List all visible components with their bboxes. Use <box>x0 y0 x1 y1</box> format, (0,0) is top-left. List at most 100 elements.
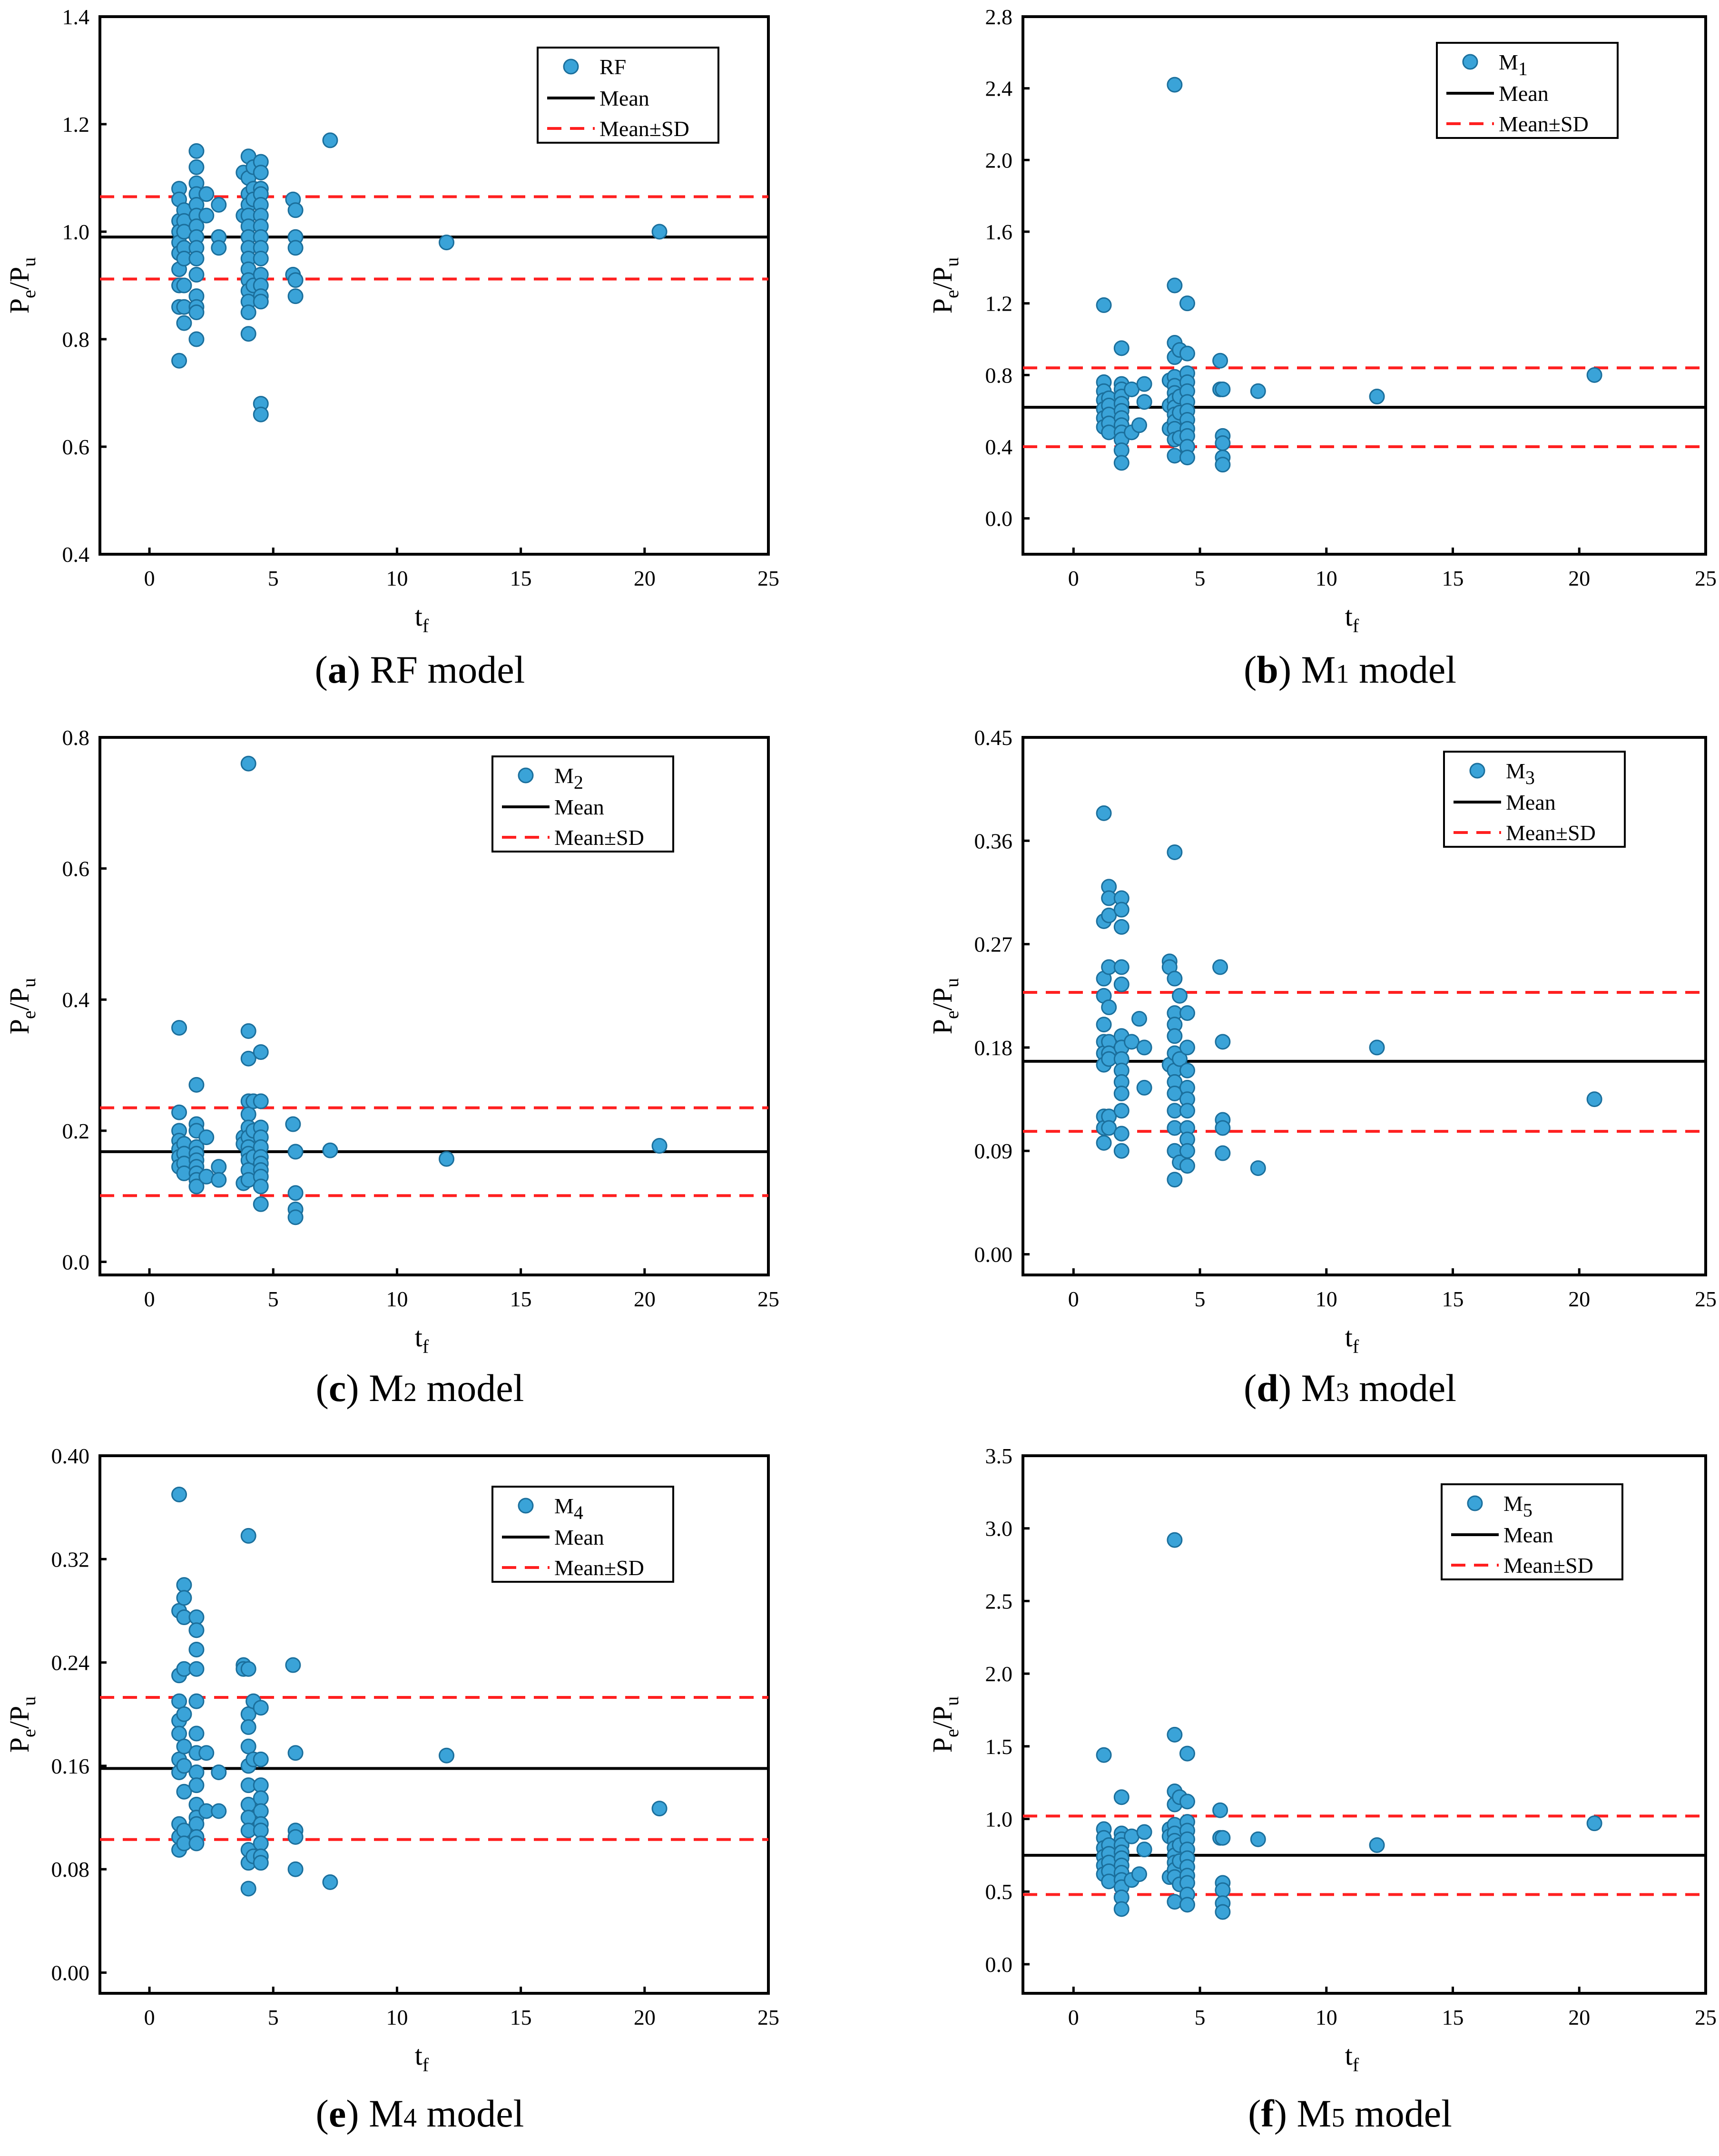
data-point <box>198 186 215 202</box>
data-point <box>1167 77 1183 93</box>
x-tick-label: 10 <box>1316 1287 1337 1311</box>
data-point <box>1136 1824 1152 1840</box>
data-point <box>1215 457 1231 473</box>
data-point <box>253 251 269 266</box>
legend-series-label: M2 <box>554 764 583 793</box>
legend-series-sub: 3 <box>1525 767 1535 788</box>
y-tick-label: 0.00 <box>974 1243 1013 1267</box>
x-tick-label: 10 <box>1316 2005 1337 2029</box>
legend-series-main: M <box>554 1494 574 1518</box>
data-point <box>253 1777 269 1793</box>
y-axis-label: Pe/Pu <box>927 257 963 314</box>
data-point <box>1179 1103 1195 1119</box>
data-point <box>1136 1039 1152 1056</box>
legend-series-label: M1 <box>1499 50 1528 79</box>
data-point <box>1113 919 1130 935</box>
y-tick-label: 0.4 <box>62 542 90 567</box>
chart-panel-b: 0 5 10 15 20 25 0.0 0.4 0.8 1.2 1.6 2.0 2.4 2.8 Pe/Pu t… <box>927 5 1717 691</box>
data-point <box>1586 367 1602 383</box>
y-tick-label: 0.45 <box>974 725 1013 750</box>
legend-mean-label: Mean <box>599 86 649 110</box>
legend-mean-label: Mean <box>1503 1523 1553 1547</box>
y-label-sep: /P <box>4 267 35 290</box>
data-point <box>188 1725 205 1742</box>
data-point <box>176 1758 192 1774</box>
caption-sub: 2 <box>403 1378 417 1407</box>
data-point <box>1167 844 1183 860</box>
data-point <box>1136 376 1152 392</box>
y-label-sep: /P <box>927 1706 958 1729</box>
x-tick-label: 5 <box>268 1287 279 1311</box>
data-point <box>176 1784 192 1800</box>
y-tick-label: 0.8 <box>62 327 90 352</box>
data-point <box>1215 1034 1231 1050</box>
x-tick-label: 20 <box>1568 2005 1590 2029</box>
data-point <box>322 1874 338 1890</box>
y-tick-label: 0.4 <box>985 435 1013 459</box>
y-tick-label: 3.5 <box>985 1444 1013 1468</box>
data-point <box>253 1751 269 1767</box>
data-point <box>1215 1145 1231 1161</box>
data-point <box>287 1144 304 1160</box>
x-tick-label: 25 <box>1695 566 1717 590</box>
legend-mean-label: Mean <box>554 1525 604 1549</box>
caption-main: M <box>369 1366 403 1410</box>
legend-series-sub: 4 <box>574 1502 583 1523</box>
data-point <box>1167 1172 1183 1188</box>
x-axis-label: tf <box>1345 1322 1359 1357</box>
data-point <box>240 1106 256 1122</box>
data-point <box>1215 1830 1231 1846</box>
y-label-main: P <box>4 298 35 314</box>
data-point <box>1172 988 1188 1004</box>
data-point <box>1167 970 1183 987</box>
data-point <box>287 1861 304 1877</box>
y-tick-label: 2.5 <box>985 1589 1013 1613</box>
chart-panel-c: 0 5 10 15 20 250.00.20.40.60.8Pe/PutfM2MeanMe… <box>4 725 779 1410</box>
legend-series-main: M <box>1499 50 1518 74</box>
caption-paren: ( <box>1248 2092 1261 2135</box>
data-point <box>253 1093 269 1109</box>
data-point <box>171 1693 187 1709</box>
y-label-sub: e <box>941 290 963 298</box>
data-point <box>171 353 187 369</box>
y-label-sub: u <box>941 1696 963 1706</box>
data-point <box>188 1077 205 1093</box>
data-point <box>188 1641 205 1657</box>
x-label-main: t <box>1345 2040 1353 2071</box>
y-label-sep: /P <box>927 267 958 290</box>
x-tick-label: 10 <box>386 566 408 590</box>
caption-sub: 4 <box>403 2103 417 2133</box>
plot-frame <box>1022 736 1707 1276</box>
y-label-main: P <box>4 1737 35 1753</box>
data-point <box>188 159 205 175</box>
data-point <box>211 1764 227 1781</box>
x-label-sub: f <box>1353 2054 1359 2076</box>
x-label-main: t <box>415 1322 422 1352</box>
data-point <box>176 1590 192 1606</box>
y-tick-label: 1.2 <box>62 112 90 137</box>
y-axis-label: Pe/Pu <box>4 978 39 1034</box>
data-point <box>188 266 205 283</box>
x-tick-label: 20 <box>634 2005 656 2029</box>
y-tick-label: 1.0 <box>985 1807 1013 1832</box>
caption-letter: b <box>1257 648 1278 691</box>
data-point <box>1167 1726 1183 1743</box>
y-axis-label: Pe/Pu <box>927 978 963 1034</box>
data-point <box>1586 1091 1602 1107</box>
data-point <box>1113 1126 1130 1142</box>
y-label-main: P <box>4 1019 35 1034</box>
data-point <box>1167 448 1183 464</box>
data-point <box>1113 1086 1130 1102</box>
legend-sd-label: Mean±SD <box>554 1556 644 1580</box>
caption-main: M <box>1301 648 1336 691</box>
data-point <box>1113 455 1130 471</box>
data-point <box>171 1725 187 1742</box>
data-point <box>1101 1120 1117 1136</box>
data-point <box>253 1700 269 1716</box>
data-point <box>1215 1904 1231 1920</box>
y-label-sub: e <box>941 1729 963 1737</box>
data-point <box>1113 1143 1130 1159</box>
